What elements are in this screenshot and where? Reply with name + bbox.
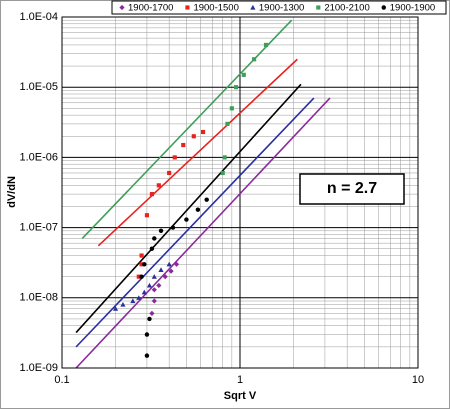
point: [151, 274, 157, 279]
point: [204, 197, 209, 202]
point: [181, 142, 186, 148]
point: [136, 274, 141, 279]
point: [381, 5, 386, 10]
point: [166, 261, 172, 267]
y-tick-label: 1.0E-04: [19, 11, 58, 23]
point: [139, 274, 144, 279]
plot-border: [61, 16, 419, 369]
point: [112, 306, 119, 311]
point: [139, 262, 144, 267]
point: [229, 106, 234, 111]
point: [250, 4, 256, 10]
point: [151, 287, 157, 293]
y-tick-label: 1.0E-07: [19, 222, 58, 234]
legend-box: [111, 0, 447, 15]
y-axis-label: dV/dN: [6, 176, 18, 208]
point: [162, 274, 168, 280]
fit-line: [81, 19, 293, 240]
point: [119, 4, 125, 11]
point: [151, 298, 157, 304]
x-tick-label: 10: [412, 374, 424, 386]
fit-lines: [75, 19, 331, 369]
points: [112, 42, 269, 358]
point: [172, 155, 177, 160]
annotation-box: [299, 173, 405, 205]
point: [149, 192, 154, 197]
point: [144, 353, 150, 358]
point: [263, 42, 269, 48]
point: [156, 183, 161, 188]
fit-line: [75, 83, 302, 334]
point: [149, 310, 155, 316]
x-tick-label: 1: [237, 374, 243, 386]
x-tick-label: 0.1: [54, 374, 69, 386]
point: [136, 295, 142, 300]
point: [139, 253, 144, 258]
point: [147, 316, 152, 322]
point: [191, 134, 196, 139]
x-axis-label: Sqrt V: [224, 390, 257, 402]
point: [144, 213, 150, 218]
y-tick-label: 1.0E-08: [19, 292, 58, 304]
legend-label: 1900-1900: [390, 3, 435, 14]
point: [225, 121, 230, 126]
fit-line: [75, 97, 315, 348]
point: [152, 236, 157, 241]
point: [141, 289, 147, 295]
y-tick-label: 1.0E-05: [19, 81, 58, 93]
point: [173, 261, 180, 267]
point: [156, 282, 162, 289]
point: [241, 72, 246, 77]
point: [184, 217, 189, 222]
point: [130, 298, 136, 304]
point: [252, 57, 257, 62]
point: [120, 302, 126, 307]
point: [146, 282, 153, 288]
point: [142, 262, 147, 267]
fit-line: [75, 97, 331, 369]
point: [195, 207, 201, 212]
point: [158, 228, 164, 234]
y-tick-label: 1.0E-06: [19, 151, 58, 163]
point: [149, 246, 155, 251]
legend-label: 1900-1500: [193, 3, 238, 14]
point: [233, 85, 239, 90]
point: [168, 268, 174, 274]
point: [158, 267, 164, 272]
point: [144, 332, 150, 337]
legend-label: 1900-1300: [259, 3, 304, 14]
fit-line: [97, 58, 298, 247]
legend: 1900-1700 1900-1500 1900-1300 2100-2100 1900…: [111, 0, 447, 15]
point: [316, 5, 321, 10]
point: [200, 129, 206, 135]
y-tick-label: 1.0E-09: [19, 362, 58, 374]
point: [185, 5, 190, 10]
point: [170, 225, 176, 230]
point: [220, 170, 225, 176]
legend-label: 2100-2100: [324, 3, 369, 14]
annotation: n = 2.7: [327, 180, 377, 197]
point: [222, 155, 227, 160]
legend-label: 1900-1700: [128, 3, 173, 14]
point: [167, 170, 172, 176]
